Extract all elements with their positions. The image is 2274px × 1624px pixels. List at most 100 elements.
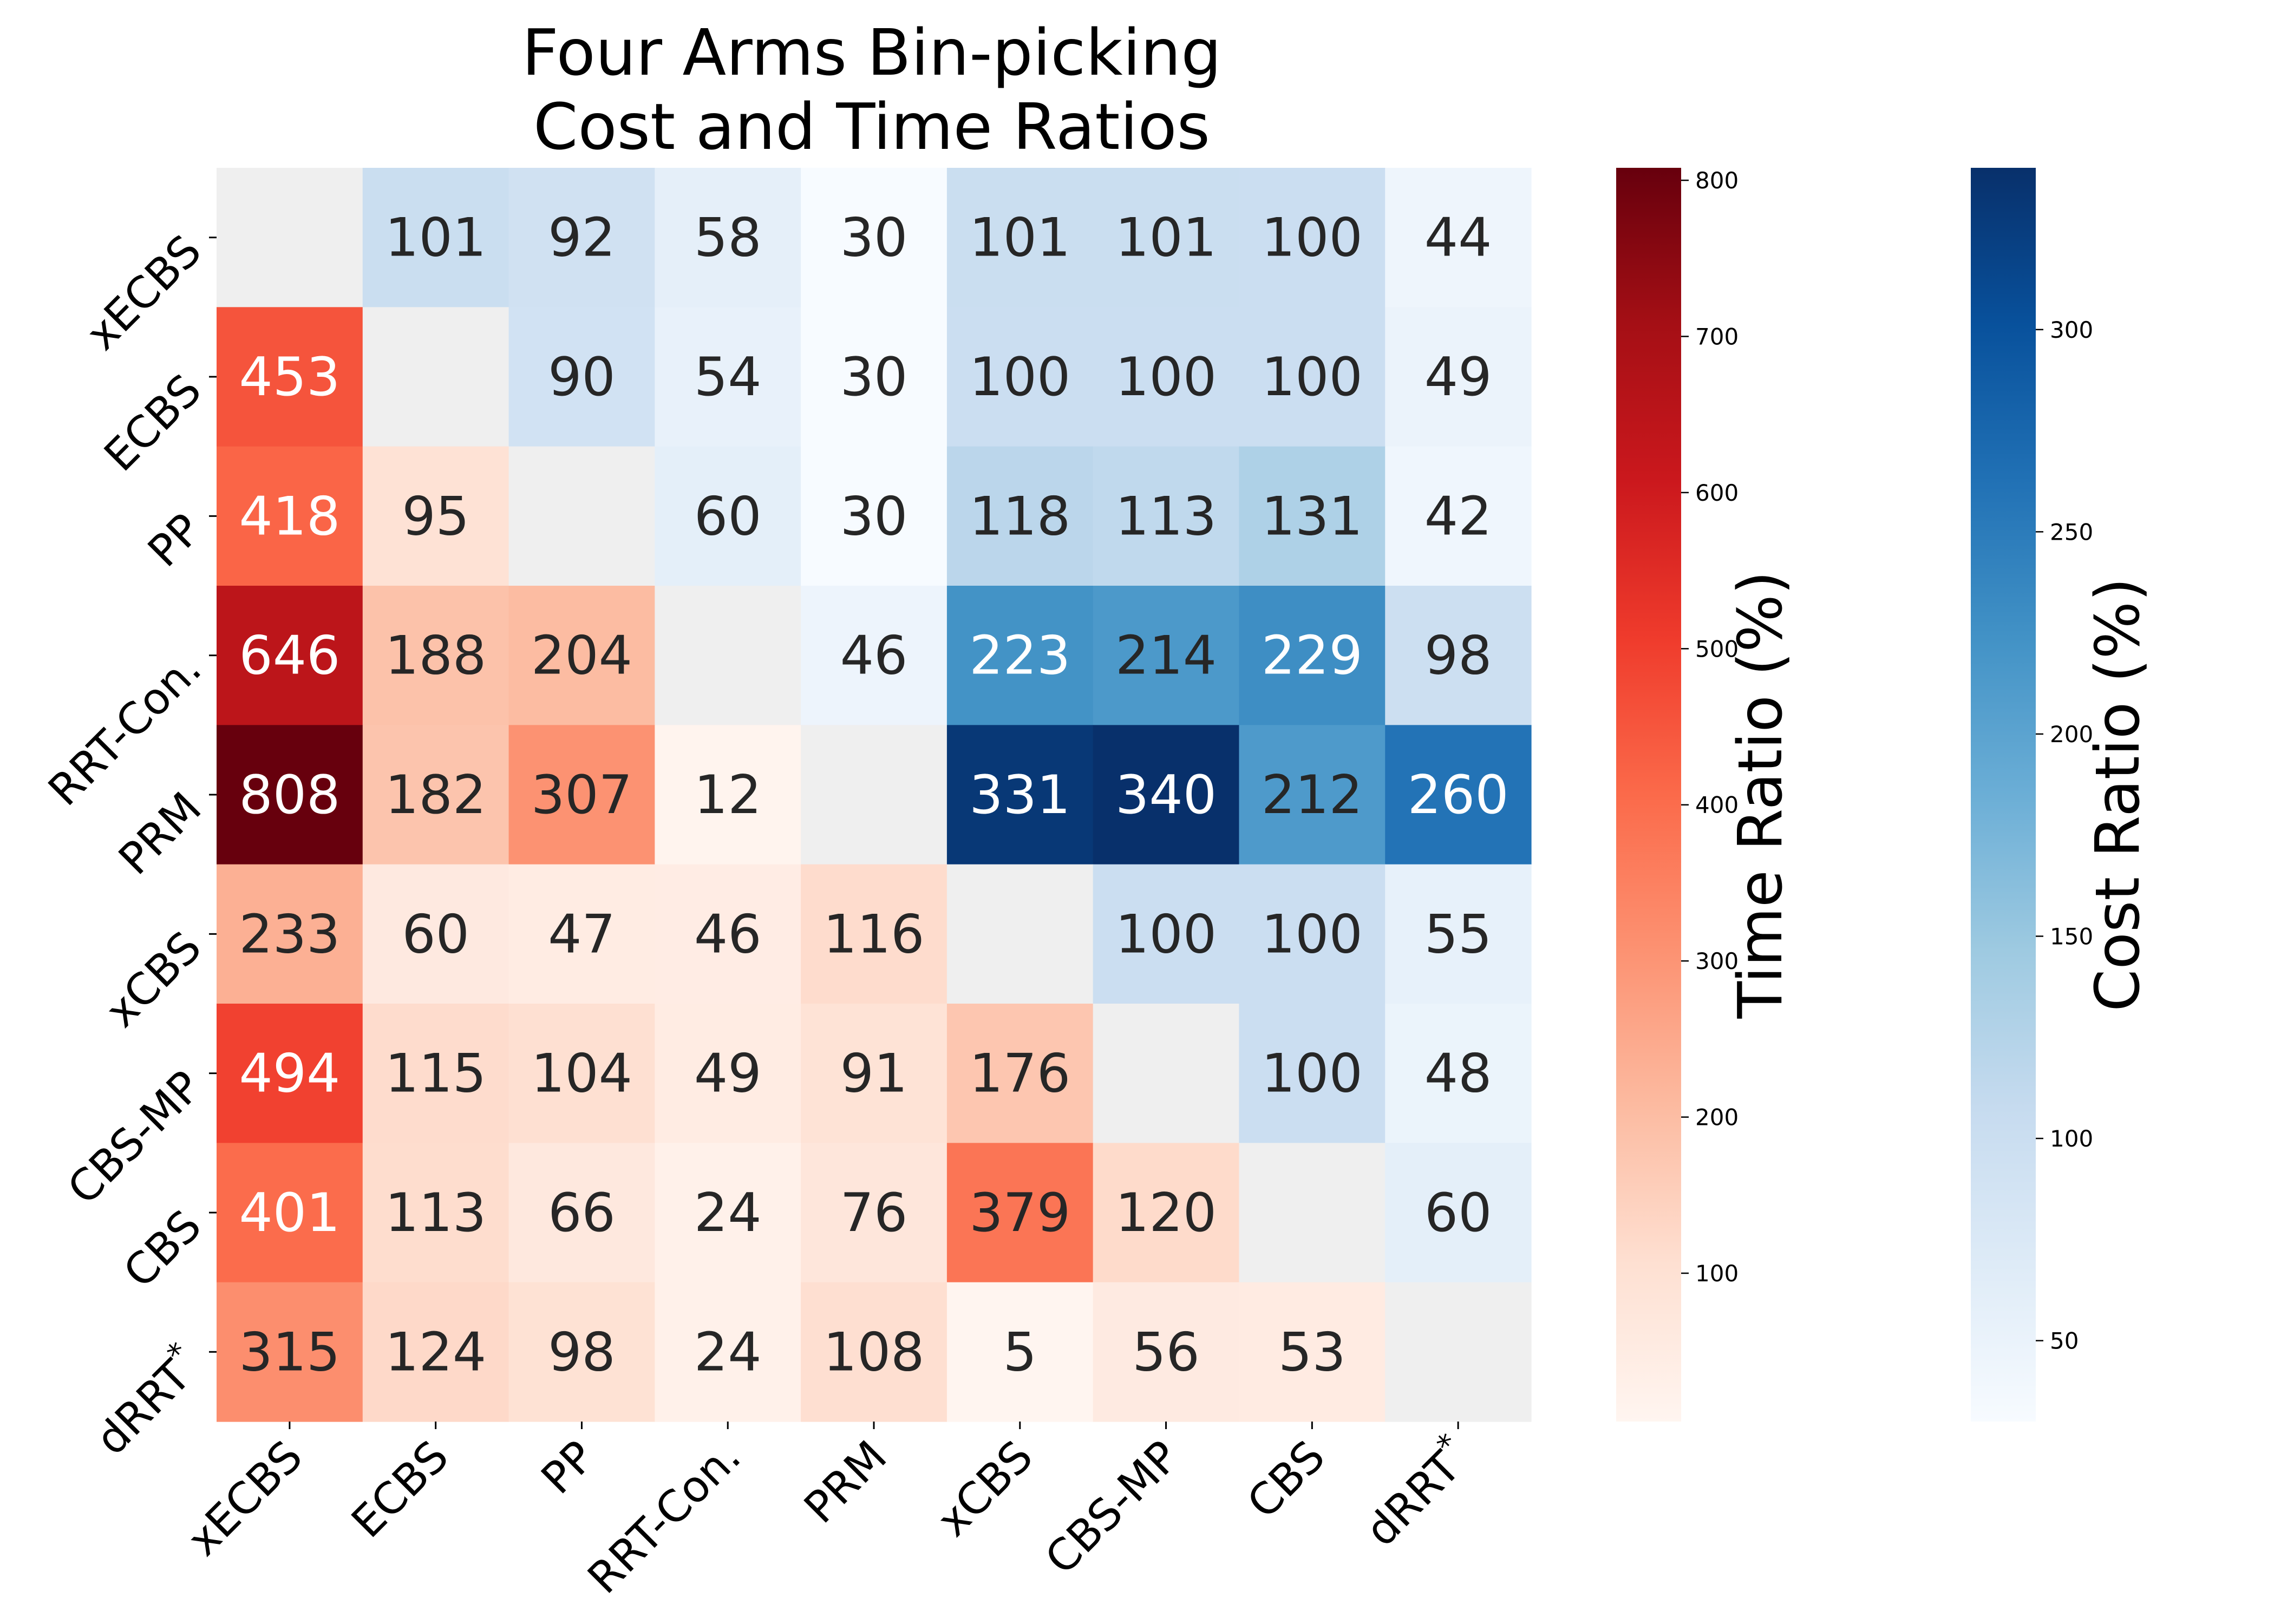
row-tick-label: CBS [114, 1201, 211, 1298]
cell-value-label: 212 [1262, 764, 1363, 826]
cell-value-label: 48 [1424, 1043, 1492, 1105]
heatmap-cells: 101 92 58 30 101 101 100 44 453 90 54 30 100 100 100 49… [217, 168, 1532, 1422]
colorbar-tick-label: 700 [1695, 323, 1739, 350]
heatmap-cell [1385, 864, 1532, 1004]
heatmap-cell [655, 168, 801, 307]
cell-value-label: 54 [694, 346, 762, 408]
cell-value-label: 76 [840, 1182, 908, 1244]
heatmap-cell [217, 1004, 363, 1143]
cell-value-label: 118 [969, 486, 1070, 547]
heatmap-cell [946, 168, 1094, 307]
heatmap-cell [655, 864, 801, 1004]
cell-value-label: 214 [1115, 625, 1217, 687]
cell-value-label: 131 [1262, 486, 1363, 547]
heatmap-cell [362, 1143, 509, 1283]
cost-ratio-colorbar: 50 100 150 200 250 300 Cost Ratio (%) [1971, 168, 2153, 1422]
heatmap-cell [362, 446, 509, 586]
row-tick-label: xECBS [76, 225, 211, 359]
cell-value-label: 101 [1115, 207, 1217, 269]
heatmap-cell [508, 1004, 655, 1143]
heatmap-cell [1093, 1004, 1240, 1143]
column-tick-label: dRRT* [1351, 1427, 1480, 1556]
cell-value-label: 233 [239, 903, 340, 965]
heatmap-cell [508, 1143, 655, 1283]
heatmap-cell [655, 446, 801, 586]
heatmap-cell [1239, 1282, 1386, 1422]
heatmap-cell [217, 446, 363, 586]
heatmap-cell [217, 307, 363, 447]
colorbar-tick-label: 600 [1695, 480, 1739, 506]
heatmap-cell [946, 725, 1094, 865]
cell-value-label: 260 [1408, 764, 1509, 826]
cell-value-label: 100 [1115, 903, 1217, 965]
heatmap-cell [217, 1143, 363, 1283]
heatmap-cell [1093, 307, 1240, 447]
heatmap-cell [508, 307, 655, 447]
heatmap-cell [1093, 586, 1240, 725]
cell-value-label: 124 [385, 1321, 486, 1383]
chart-title-line-2: Cost and Time Ratios [533, 89, 1210, 164]
heatmap-cell [1239, 864, 1386, 1004]
colorbar-tick-label: 100 [1695, 1260, 1739, 1287]
cell-value-label: 100 [1262, 207, 1363, 269]
heatmap-cell [801, 307, 948, 447]
row-tick-label: PRM [109, 783, 211, 885]
cell-value-label: 646 [239, 625, 340, 687]
heatmap-cell [655, 1004, 801, 1143]
cell-value-label: 307 [531, 764, 632, 826]
heatmap-cell [362, 864, 509, 1004]
cell-value-label: 100 [1262, 1043, 1363, 1105]
heatmap-cell [1093, 446, 1240, 586]
cell-value-label: 24 [694, 1321, 762, 1383]
colorbar-tick-label: 250 [2050, 519, 2093, 545]
colorbar-gradient [1616, 168, 1681, 1422]
cell-value-label: 108 [823, 1321, 924, 1383]
heatmap-cell [362, 725, 509, 865]
heatmap-cell [508, 725, 655, 865]
cell-value-label: 120 [1115, 1182, 1217, 1244]
cell-value-label: 95 [402, 486, 469, 547]
heatmap-cell [946, 446, 1094, 586]
heatmap-cell [655, 725, 801, 865]
heatmap-cell [655, 1143, 801, 1283]
heatmap-cell [1093, 1282, 1240, 1422]
cell-value-label: 115 [385, 1043, 486, 1105]
cell-value-label: 60 [694, 486, 762, 547]
row-tick-label: PP [138, 504, 211, 577]
cell-value-label: 98 [1424, 625, 1492, 687]
colorbar-tick-label: 200 [1695, 1104, 1739, 1131]
cell-value-label: 401 [239, 1182, 340, 1244]
heatmap-cell [801, 168, 948, 307]
heatmap-cell [1385, 1282, 1532, 1422]
cell-value-label: 53 [1278, 1321, 1346, 1383]
colorbar-gradient [1971, 168, 2036, 1422]
heatmap-cell [801, 1004, 948, 1143]
column-tick-label: xCBS [927, 1431, 1042, 1546]
column-tick-label: PRM [794, 1431, 896, 1533]
heatmap-cell [1239, 446, 1386, 586]
cell-value-label: 42 [1424, 486, 1492, 547]
heatmap-cell [508, 1282, 655, 1422]
cell-value-label: 229 [1262, 625, 1363, 687]
heatmap-cell [1239, 1143, 1386, 1283]
cell-value-label: 92 [548, 207, 616, 269]
colorbar-tick-label: 300 [2050, 317, 2093, 343]
heatmap-cell [508, 586, 655, 725]
colorbar-tick-label: 150 [2050, 923, 2093, 949]
column-tick-label: PP [532, 1431, 604, 1504]
cell-value-label: 113 [1115, 486, 1217, 547]
heatmap-cell [362, 307, 509, 447]
cell-value-label: 98 [548, 1321, 616, 1383]
heatmap-cell [655, 586, 801, 725]
heatmap-cell [217, 725, 363, 865]
heatmap-cell [1239, 168, 1386, 307]
colorbar-tick-label: 100 [2050, 1125, 2093, 1152]
cell-value-label: 104 [531, 1043, 632, 1105]
heatmap-cell [946, 586, 1094, 725]
cell-value-label: 5 [1003, 1321, 1037, 1383]
cell-value-label: 331 [969, 764, 1070, 826]
cell-value-label: 60 [1424, 1182, 1492, 1244]
cell-value-label: 49 [1424, 346, 1492, 408]
row-tick-label: RRT-Con. [38, 643, 211, 815]
heatmap-cell [946, 1143, 1094, 1283]
